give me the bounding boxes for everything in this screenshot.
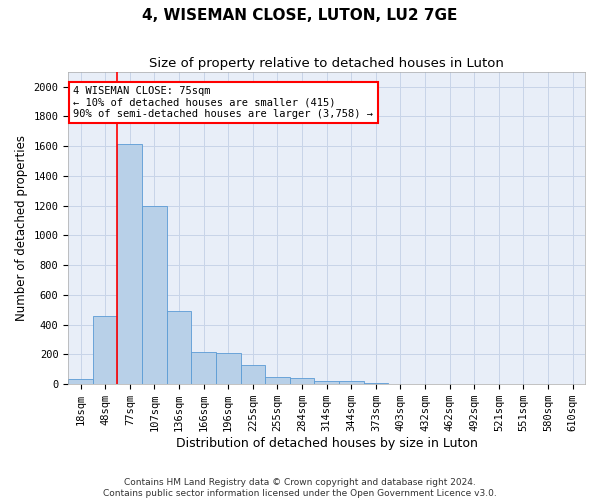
Text: 4, WISEMAN CLOSE, LUTON, LU2 7GE: 4, WISEMAN CLOSE, LUTON, LU2 7GE xyxy=(142,8,458,22)
Bar xyxy=(93,316,118,384)
Bar xyxy=(339,381,364,384)
Title: Size of property relative to detached houses in Luton: Size of property relative to detached ho… xyxy=(149,58,504,70)
Bar xyxy=(68,379,93,384)
Bar xyxy=(216,353,241,384)
Bar xyxy=(290,378,314,384)
X-axis label: Distribution of detached houses by size in Luton: Distribution of detached houses by size … xyxy=(176,437,478,450)
Bar xyxy=(167,312,191,384)
Bar xyxy=(191,352,216,384)
Bar xyxy=(314,380,339,384)
Bar xyxy=(118,144,142,384)
Y-axis label: Number of detached properties: Number of detached properties xyxy=(15,135,28,321)
Bar xyxy=(364,382,388,384)
Bar xyxy=(241,365,265,384)
Bar xyxy=(142,206,167,384)
Text: Contains HM Land Registry data © Crown copyright and database right 2024.
Contai: Contains HM Land Registry data © Crown c… xyxy=(103,478,497,498)
Bar xyxy=(265,377,290,384)
Text: 4 WISEMAN CLOSE: 75sqm
← 10% of detached houses are smaller (415)
90% of semi-de: 4 WISEMAN CLOSE: 75sqm ← 10% of detached… xyxy=(73,86,373,119)
